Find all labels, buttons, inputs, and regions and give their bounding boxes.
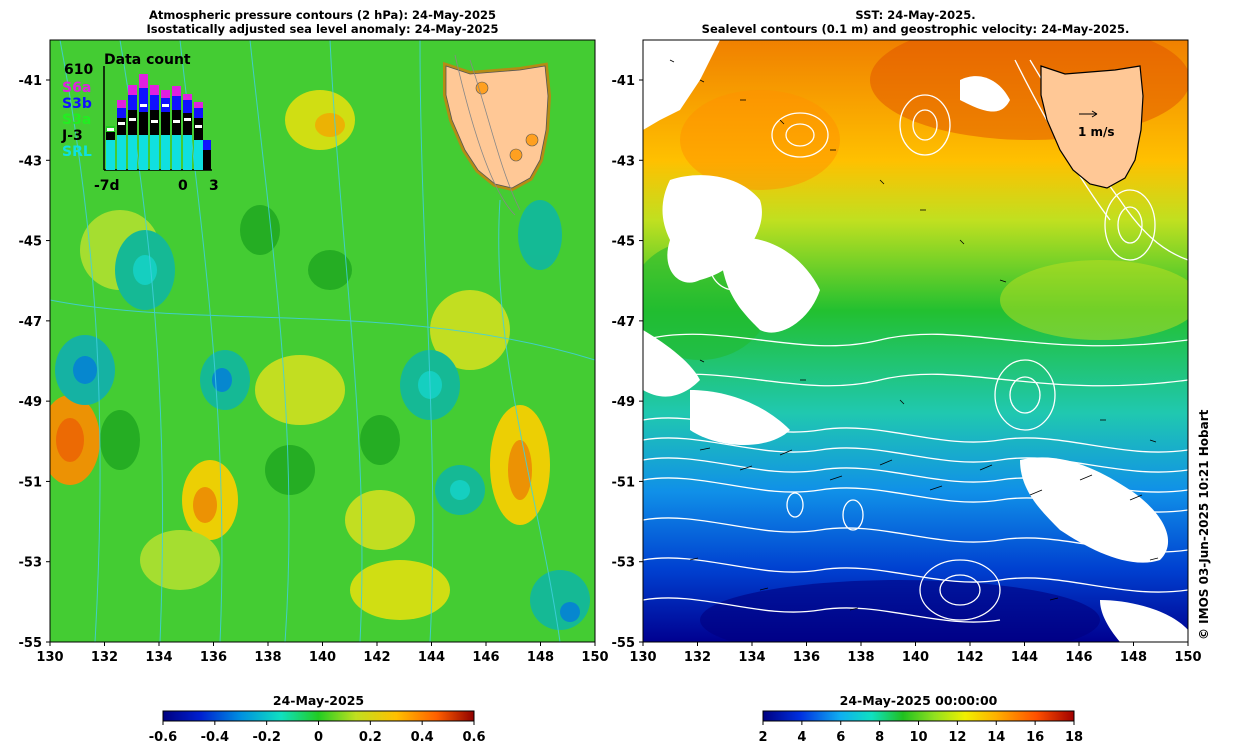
left-x-tick-label: 132 <box>91 650 118 665</box>
sla-colorbar-title: 24-May-2025 <box>272 693 365 708</box>
left-y-tick-label: -49 <box>19 395 43 410</box>
sst-colorbar-tick-label: 10 <box>909 730 927 745</box>
right-y-tick-label: -55 <box>612 636 636 651</box>
right-panel-title: SST: 24-May-2025. Sealevel contours (0.1… <box>643 8 1188 36</box>
sst-colorbar-bar <box>762 710 1075 722</box>
tasmania-land <box>443 54 552 216</box>
velocity-arrows <box>669 59 1159 611</box>
inset-mission-j3: J-3 <box>61 128 83 144</box>
left-x-tick-label: 150 <box>581 650 608 665</box>
right-y-tick-label: -43 <box>612 154 636 169</box>
left-x-tick-label: 136 <box>200 650 227 665</box>
inset-mission-s3a: S3a <box>62 112 91 128</box>
sst-colorbar-tick-label: 12 <box>948 730 966 745</box>
inset-xlabel-start: -7d <box>94 178 120 194</box>
sst-colorbar-ticks: 2 4 6 8 10 12 14 16 18 <box>758 721 1083 745</box>
left-y-tick-label: -53 <box>19 556 43 571</box>
inset-xlabel-end: 3 <box>209 178 219 194</box>
left-y-tick-label: -43 <box>19 154 43 169</box>
sst-colorbar-tick-label: 14 <box>987 730 1005 745</box>
sla-colorbar-tick-label: 0.4 <box>411 730 434 745</box>
right-x-tick-label: 146 <box>1065 650 1092 665</box>
right-title-line1: SST: 24-May-2025. <box>855 8 976 22</box>
right-map-panel: 1 m/s <box>643 40 1188 642</box>
left-y-tick-label: -41 <box>19 74 43 89</box>
right-x-tick-label: 148 <box>1120 650 1147 665</box>
sst-colorbar: 2 4 6 8 10 12 14 16 18 <box>758 710 1083 745</box>
left-x-tick-label: 142 <box>363 650 390 665</box>
right-y-tick-label: -47 <box>612 315 636 330</box>
right-x-tick-label: 142 <box>956 650 983 665</box>
tasmania-land-sst: 1 m/s <box>1040 65 1144 189</box>
right-x-tick-label: 130 <box>629 650 656 665</box>
sla-colorbar-bar <box>162 710 475 722</box>
left-y-tick-label: -45 <box>19 235 43 250</box>
left-axes: 130 132 134 136 138 140 142 144 146 148 150 -41 -43 -… <box>19 74 609 665</box>
left-x-tick-label: 134 <box>145 650 172 665</box>
inset-bars <box>106 74 211 170</box>
inset-mission-srl: SRL <box>62 144 92 160</box>
left-map-panel: Data count 610 S6a S3b S3a J-3 SRL -7d 0… <box>50 40 595 642</box>
right-x-tick-label: 150 <box>1174 650 1201 665</box>
right-title-line2: Sealevel contours (0.1 m) and geostrophi… <box>701 22 1130 36</box>
left-y-tick-label: -51 <box>19 475 43 490</box>
right-y-tick-label: -51 <box>612 475 636 490</box>
sst-colorbar-tick-label: 18 <box>1065 730 1083 745</box>
left-panel-title: Atmospheric pressure contours (2 hPa): 2… <box>50 8 595 36</box>
sla-colorbar: -0.6 -0.4 -0.2 0 0.2 0.4 0.6 <box>149 710 486 745</box>
left-title-line1: Atmospheric pressure contours (2 hPa): 2… <box>149 8 496 22</box>
sla-colorbar-tick-label: -0.2 <box>252 730 280 745</box>
left-x-tick-label: 146 <box>472 650 499 665</box>
right-y-tick-label: -41 <box>612 74 636 89</box>
sst-colorbar-tick-label: 2 <box>758 730 767 745</box>
right-x-tick-label: 138 <box>847 650 874 665</box>
sla-colorbar-tick-label: 0 <box>314 730 323 745</box>
sla-colorbar-tick-label: 0.6 <box>462 730 485 745</box>
data-count-inset: Data count 610 S6a S3b S3a J-3 SRL -7d 0… <box>61 52 219 194</box>
sst-colorbar-tick-label: 16 <box>1026 730 1044 745</box>
left-x-tick-label: 144 <box>418 650 445 665</box>
right-y-tick-label: -45 <box>612 235 636 250</box>
sla-colorbar-tick-label: -0.4 <box>201 730 229 745</box>
right-x-tick-label: 136 <box>793 650 820 665</box>
right-x-tick-label: 134 <box>738 650 765 665</box>
inset-title: Data count <box>104 52 191 68</box>
velocity-scale-label: 1 m/s <box>1078 125 1115 139</box>
left-x-tick-label: 148 <box>527 650 554 665</box>
sst-colorbar-tick-label: 4 <box>797 730 806 745</box>
right-x-tick-label: 144 <box>1011 650 1038 665</box>
right-x-tick-label: 132 <box>684 650 711 665</box>
sst-colorbar-tick-label: 8 <box>875 730 884 745</box>
inset-mission-s6a: S6a <box>62 80 91 96</box>
sla-anomaly-blobs <box>50 90 590 630</box>
inset-mission-s3b: S3b <box>62 96 92 112</box>
left-x-tick-label: 138 <box>254 650 281 665</box>
left-y-tick-label: -47 <box>19 315 43 330</box>
left-y-tick-label: -55 <box>19 636 43 651</box>
sst-colorbar-title: 24-May-2025 00:00:00 <box>839 693 998 708</box>
right-y-tick-label: -53 <box>612 556 636 571</box>
left-x-tick-label: 130 <box>36 650 63 665</box>
right-y-tick-label: -49 <box>612 395 636 410</box>
imos-credit: © IMOS 03-Jun-2025 10:21 Hobart <box>1197 409 1211 640</box>
cloud-mask <box>643 40 1188 642</box>
right-x-tick-label: 140 <box>902 650 929 665</box>
inset-xlabel-zero: 0 <box>178 178 188 194</box>
left-title-line2: Isostatically adjusted sea level anomaly… <box>146 22 499 36</box>
sla-colorbar-tick-label: -0.6 <box>149 730 177 745</box>
sst-colorbar-tick-label: 6 <box>836 730 845 745</box>
sla-colorbar-tick-label: 0.2 <box>359 730 382 745</box>
inset-max-label: 610 <box>64 62 93 78</box>
right-axes: 130 132 134 136 138 140 142 144 146 148 150 -41 -43 -… <box>612 74 1202 665</box>
left-x-tick-label: 140 <box>309 650 336 665</box>
sla-colorbar-ticks: -0.6 -0.4 -0.2 0 0.2 0.4 0.6 <box>149 721 486 745</box>
